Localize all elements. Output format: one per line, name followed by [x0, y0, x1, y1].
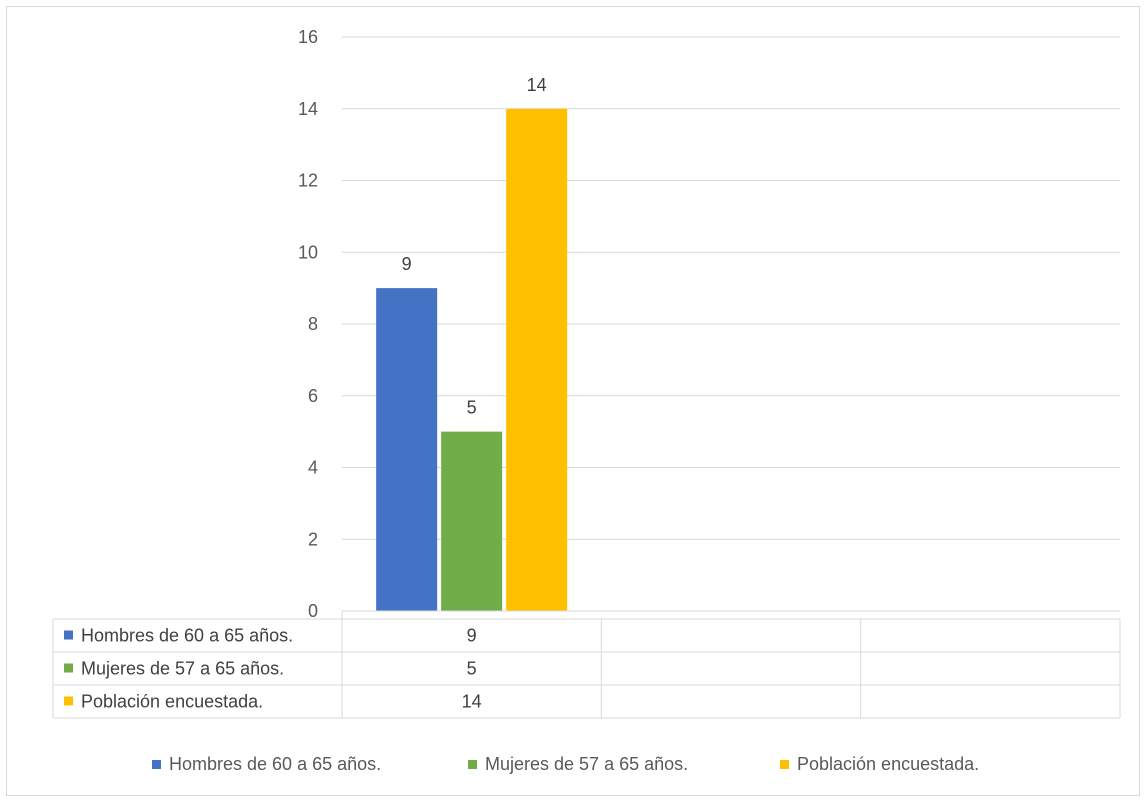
- y-tick-label-2: 2: [308, 529, 318, 549]
- table-row-label-3: Población encuestada.: [81, 692, 263, 712]
- y-tick-label-16: 16: [298, 27, 318, 47]
- table-row-label-2: Mujeres de 57 a 65 años.: [81, 659, 284, 679]
- data-label-1: 9: [402, 254, 412, 274]
- y-tick-label-12: 12: [298, 171, 318, 191]
- table-legend-key-3: [64, 696, 73, 706]
- bar-2: [441, 431, 503, 611]
- table-cell-1: 9: [467, 626, 477, 646]
- table-row-label-1: Hombres de 60 a 65 años.: [81, 626, 293, 646]
- table-legend-key-2: [64, 663, 73, 673]
- legend-key-2: [468, 760, 477, 769]
- y-tick-label-0: 0: [308, 601, 318, 621]
- table-cell-3: 14: [462, 692, 482, 712]
- y-tick-label-14: 14: [298, 99, 318, 119]
- y-tick-label-6: 6: [308, 386, 318, 406]
- y-tick-label-8: 8: [308, 314, 318, 334]
- bar-3: [506, 108, 568, 611]
- legend-entry-1: Hombres de 60 a 65 años.: [169, 754, 381, 774]
- y-tick-label-10: 10: [298, 242, 318, 262]
- bar-1: [376, 288, 438, 611]
- legend-entry-2: Mujeres de 57 a 65 años.: [485, 754, 688, 774]
- legend-entry-3: Población encuestada.: [797, 754, 979, 774]
- table-cell-2: 5: [467, 659, 477, 679]
- y-tick-label-4: 4: [308, 458, 318, 478]
- chart-frame: [6, 6, 1140, 796]
- legend-key-3: [780, 760, 789, 769]
- data-label-3: 14: [527, 75, 547, 95]
- legend-key-1: [152, 760, 161, 769]
- data-label-2: 5: [467, 398, 477, 418]
- table-legend-key-1: [64, 630, 73, 640]
